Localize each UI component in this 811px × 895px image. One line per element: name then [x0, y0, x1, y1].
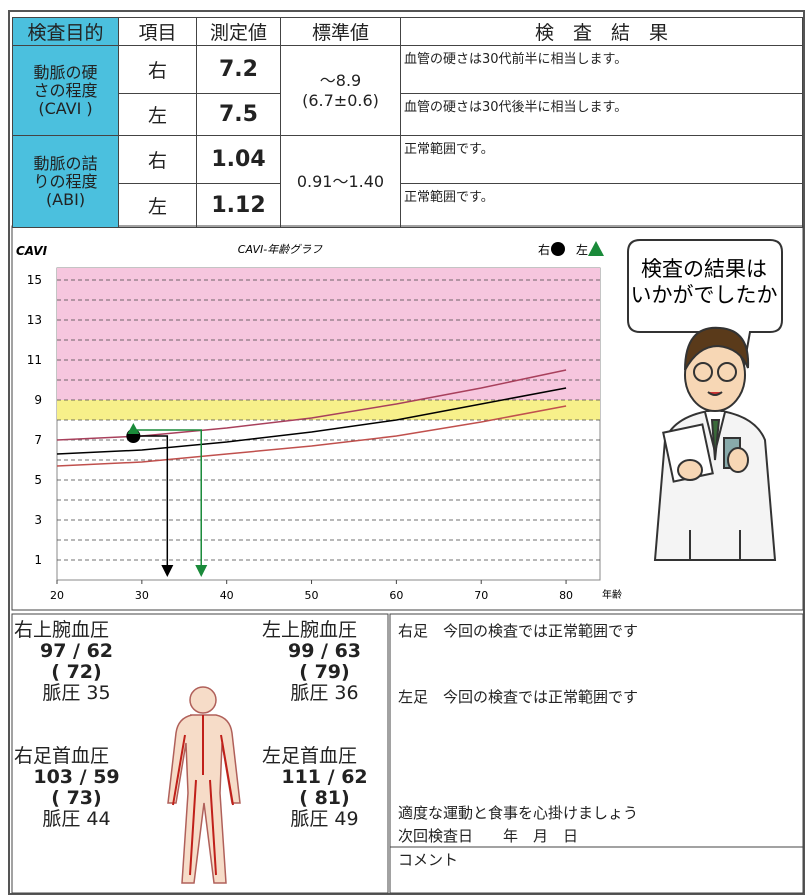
bp-mean: ( 73) [14, 788, 139, 809]
value-cell: 1.04 [197, 136, 281, 184]
x-tick-label: 20 [50, 589, 64, 602]
row: 左 1.12 正常範囲です。 [13, 184, 803, 228]
doctor-illustration [655, 328, 775, 560]
header-cell: 検 査 結 果 [401, 18, 803, 46]
finding: 適度な運動と食事を心掛けましょう [398, 802, 638, 823]
bubble-text: いかがでしたか [631, 283, 778, 307]
zone [57, 400, 600, 420]
value-cell: 1.12 [197, 184, 281, 228]
bp-pulse: 脈圧 44 [14, 809, 139, 830]
x-tick-label: 30 [135, 589, 149, 602]
y-tick-label: 9 [34, 393, 42, 407]
purpose-cell: 動脈の詰りの程度(ABI) [13, 136, 119, 228]
x-tick-label: 80 [559, 589, 573, 602]
bp-label: 右上腕血圧 [14, 620, 139, 641]
x-tick-label: 40 [220, 589, 234, 602]
text: ～8.9 [320, 71, 361, 90]
y-tick-label: 13 [27, 313, 42, 327]
bp-pulse: 脈圧 36 [262, 683, 387, 704]
bp-pressure: 103 / 59 [14, 767, 139, 788]
row: 動脈の詰りの程度(ABI) 右 1.04 0.91～1.40 正常範囲です。 [13, 136, 803, 184]
header-cell: 標準値 [281, 18, 401, 46]
text: (CAVI ) [38, 99, 92, 118]
text: さの程度 [33, 81, 97, 100]
bp-mean: ( 72) [14, 662, 139, 683]
body-illustration [168, 687, 240, 883]
bp-label: 右足首血圧 [14, 746, 139, 767]
value-cell: 7.2 [197, 46, 281, 94]
y-tick-label: 11 [27, 353, 42, 367]
header-cell: 検査目的 [13, 18, 119, 46]
text: りの程度 [33, 172, 97, 191]
result-cell: 正常範囲です。 [401, 136, 803, 184]
page: 検査の結果は いかがでしたか 1357911131520304050607080… [0, 0, 811, 895]
y-tick-label: 3 [34, 513, 42, 527]
row: 左 7.5 血管の硬さは30代後半に相当します。 [13, 94, 803, 136]
bp-pressure: 111 / 62 [262, 767, 387, 788]
bp-pressure: 99 / 63 [262, 641, 387, 662]
x-tick-label: 50 [305, 589, 319, 602]
chart-title: CAVI-年齢グラフ [238, 243, 323, 256]
legend-label: 左 [576, 242, 588, 257]
row: 動脈の硬さの程度(CAVI ) 右 7.2 ～8.9(6.7±0.6) 血管の硬… [13, 46, 803, 94]
bp-pulse: 脈圧 35 [14, 683, 139, 704]
y-tick-label: 5 [34, 473, 42, 487]
x-axis-label: 年齢 [602, 588, 622, 601]
header-row: 検査目的 項目 測定値 標準値 検 査 結 果 [13, 18, 803, 46]
standard-cell: ～8.9(6.7±0.6) [281, 46, 401, 136]
finding: 次回検査日 年 月 日 [398, 825, 578, 846]
x-tick-label: 60 [389, 589, 403, 602]
side-cell: 右 [119, 136, 197, 184]
result-cell: 血管の硬さは30代後半に相当します。 [401, 94, 803, 136]
result-table: 検査目的 項目 測定値 標準値 検 査 結 果 動脈の硬さの程度(CAVI ) … [12, 17, 803, 228]
side-cell: 左 [119, 94, 197, 136]
bp-pressure: 97 / 62 [14, 641, 139, 662]
y-tick-label: 1 [34, 553, 42, 567]
bp-mean: ( 79) [262, 662, 387, 683]
side-cell: 左 [119, 184, 197, 228]
legend-marker [588, 241, 604, 256]
value-cell: 7.5 [197, 94, 281, 136]
bubble-text: 検査の結果は [641, 257, 767, 281]
bp-pulse: 脈圧 49 [262, 809, 387, 830]
legend-label: 右 [538, 242, 550, 257]
text: 動脈の詰 [33, 154, 97, 173]
standard-cell: 0.91～1.40 [281, 136, 401, 228]
purpose-cell: 動脈の硬さの程度(CAVI ) [13, 46, 119, 136]
x-tick-label: 70 [474, 589, 488, 602]
y-tick-label: 7 [34, 433, 42, 447]
text: (ABI) [46, 190, 85, 209]
y-tick-label: 15 [27, 273, 42, 287]
bp-label: 左上腕血圧 [262, 620, 387, 641]
result-cell: 正常範囲です。 [401, 184, 803, 228]
text: 0.91～1.40 [297, 172, 384, 191]
side-cell: 右 [119, 46, 197, 94]
result-cell: 血管の硬さは30代前半に相当します。 [401, 46, 803, 94]
finding: コメント [398, 849, 458, 870]
legend-marker [551, 242, 565, 256]
header-cell: 測定値 [197, 18, 281, 46]
finding: 左足 今回の検査では正常範囲です [398, 686, 638, 707]
bp-mean: ( 81) [262, 788, 387, 809]
header-cell: 項目 [119, 18, 197, 46]
text: 動脈の硬 [33, 63, 97, 82]
bp-label: 左足首血圧 [262, 746, 387, 767]
y-axis-label: CAVI [16, 244, 48, 258]
text: (6.7±0.6) [302, 91, 379, 110]
finding: 右足 今回の検査では正常範囲です [398, 620, 638, 641]
